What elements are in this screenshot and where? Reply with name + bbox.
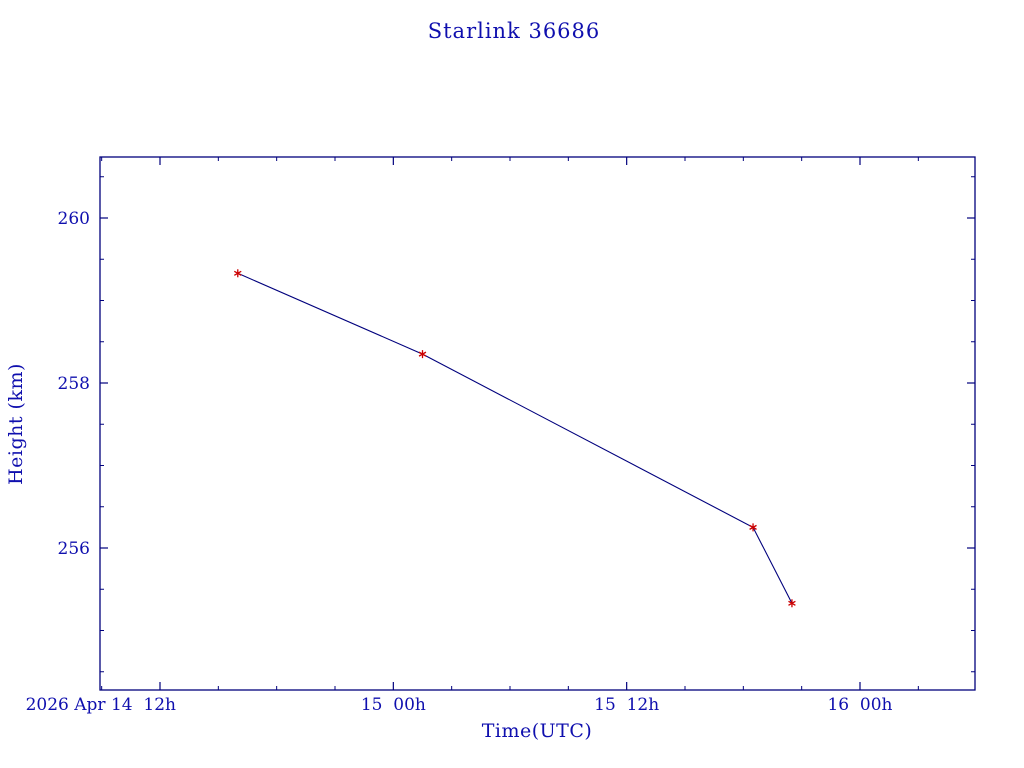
y-tick-label: 258: [58, 374, 90, 394]
y-tick-label: 256: [58, 539, 90, 559]
series-line: [237, 272, 793, 604]
plot-frame: [99, 156, 976, 691]
tick-marks: [100, 157, 975, 690]
y-axis-label: Height (km): [5, 363, 27, 485]
data-point-marker: [233, 269, 242, 278]
x-tick-label: 2026 Apr 14 12h: [26, 695, 176, 715]
x-axis-label: Time(UTC): [482, 720, 593, 742]
marker-arm: [788, 600, 796, 606]
y-tick-label: 260: [58, 209, 90, 229]
data-point-marker: [418, 350, 427, 359]
chart-title: Starlink 36686: [428, 19, 601, 43]
marker-arm: [418, 351, 427, 357]
marker-arm: [749, 524, 757, 530]
data-series: [233, 269, 796, 608]
marker-arm: [233, 270, 242, 276]
data-point-marker: [788, 599, 796, 608]
x-tick-label: 15 12h: [594, 695, 659, 715]
x-tick-label: 16 00h: [827, 695, 892, 715]
plot-frame-border: [99, 156, 976, 691]
data-point-marker: [749, 523, 757, 532]
x-tick-label: 15 00h: [361, 695, 426, 715]
tick-labels: 260 258 256 2026 Apr 14 12h 15 00h 15 12h 16 0…: [26, 209, 893, 715]
